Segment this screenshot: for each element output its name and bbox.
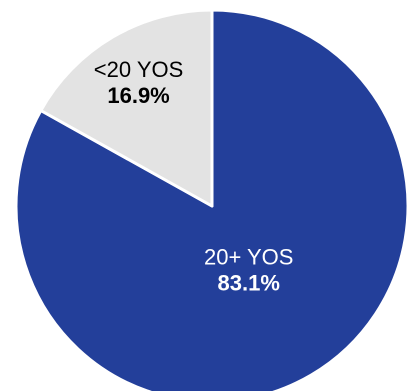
slice-label-under-20-yos: <20 YOS [94,57,184,82]
slice-value-20-plus-yos: 83.1% [218,271,280,296]
slice-label-20-plus-yos: 20+ YOS [204,245,294,270]
pie-slice-0 [14,8,410,391]
pie-labels: 20+ YOS 83.1% <20 YOS 16.9% [94,57,294,296]
pie-slices [14,8,410,391]
pie-slice-1 [39,8,214,208]
slice-value-under-20-yos: 16.9% [107,83,169,108]
